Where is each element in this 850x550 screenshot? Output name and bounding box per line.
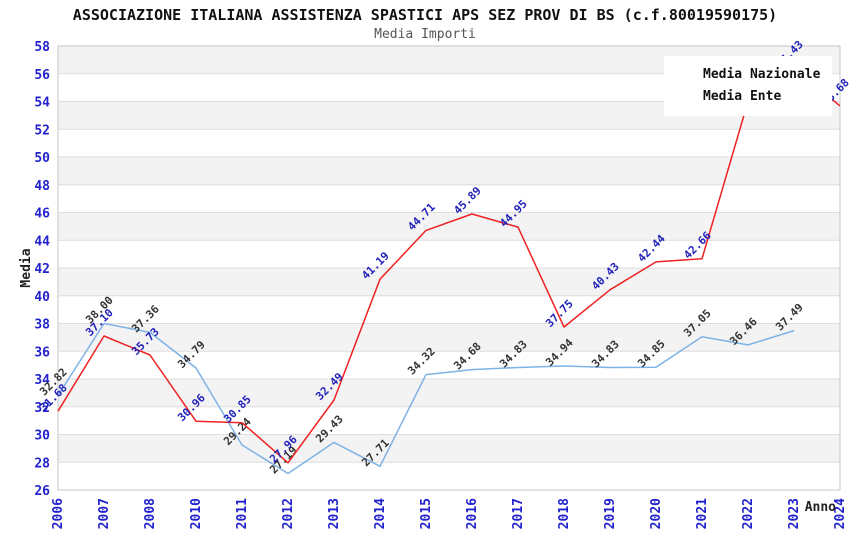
legend-label: Media Ente	[703, 88, 782, 104]
plot-border	[57, 45, 841, 491]
x-tick-label: 2010	[189, 498, 204, 529]
y-tick-label: 26	[34, 484, 50, 499]
plot-band	[58, 184, 840, 213]
plot-band	[58, 295, 840, 324]
legend-label: Media Nazionale	[703, 66, 821, 82]
x-tick-label: 2014	[373, 498, 388, 529]
y-tick-label: 50	[34, 151, 50, 166]
y-tick-label: 40	[34, 290, 50, 305]
y-tick-label: 48	[34, 179, 50, 194]
plot-band	[58, 268, 840, 296]
y-tick-label: 32	[34, 401, 50, 416]
x-tick-label: 2020	[649, 498, 664, 529]
y-tick-label: 38	[34, 318, 50, 333]
x-tick-label: 2006	[51, 498, 66, 529]
y-tick-label: 36	[34, 345, 50, 360]
plot-band	[58, 157, 840, 185]
x-tick-label: 2012	[281, 498, 296, 529]
x-tick-label: 2022	[741, 498, 756, 529]
plot-band	[58, 434, 840, 463]
x-tick-label: 2013	[327, 498, 342, 529]
x-tick-label: 2021	[695, 498, 710, 529]
series-line-media-nazionale	[57, 322, 795, 475]
legend-item-media-nazionale: Media Nazionale	[676, 63, 820, 85]
chart-title: ASSOCIAZIONE ITALIANA ASSISTENZA SPASTIC…	[72, 6, 778, 24]
x-tick-label: 2019	[603, 498, 618, 529]
plot-band	[58, 379, 840, 407]
series-line-media-ente	[57, 67, 841, 464]
legend-item-media-ente: Media Ente	[676, 85, 820, 107]
x-tick-label: 2007	[97, 498, 112, 529]
plot-band	[58, 462, 840, 490]
y-axis-title: Media	[19, 248, 34, 287]
x-tick-label: 2016	[465, 498, 480, 529]
plot-band	[58, 351, 840, 379]
y-tick-label: 54	[34, 96, 50, 111]
x-tick-label: 2023	[787, 498, 802, 529]
y-tick-label: 28	[34, 456, 50, 471]
y-tick-label: 52	[34, 123, 50, 138]
y-tick-label: 34	[34, 373, 50, 388]
x-tick-label: 2018	[557, 498, 572, 529]
x-tick-label: 2015	[419, 498, 434, 529]
chart-subtitle: Media Importi	[374, 27, 476, 42]
legend-swatch-ente-icon	[676, 95, 694, 98]
x-axis-title: Anno	[805, 500, 836, 515]
x-tick-label: 2024	[833, 498, 848, 529]
x-tick-label: 2008	[143, 498, 158, 529]
plot-band	[58, 240, 840, 268]
chart-legend: Media Nazionale Media Ente	[664, 56, 833, 116]
y-tick-label: 58	[34, 40, 50, 55]
plot-band	[58, 406, 840, 435]
plot-band	[58, 323, 840, 352]
y-tick-label: 44	[34, 234, 50, 249]
y-tick-label: 42	[34, 262, 50, 277]
x-tick-label: 2017	[511, 498, 526, 529]
y-tick-label: 30	[34, 429, 50, 444]
plot-band	[58, 212, 840, 241]
x-tick-label: 2011	[235, 498, 250, 529]
plot-band	[58, 129, 840, 157]
y-tick-label: 46	[34, 207, 50, 222]
legend-swatch-nazionale-icon	[676, 73, 694, 76]
y-tick-label: 56	[34, 68, 50, 83]
